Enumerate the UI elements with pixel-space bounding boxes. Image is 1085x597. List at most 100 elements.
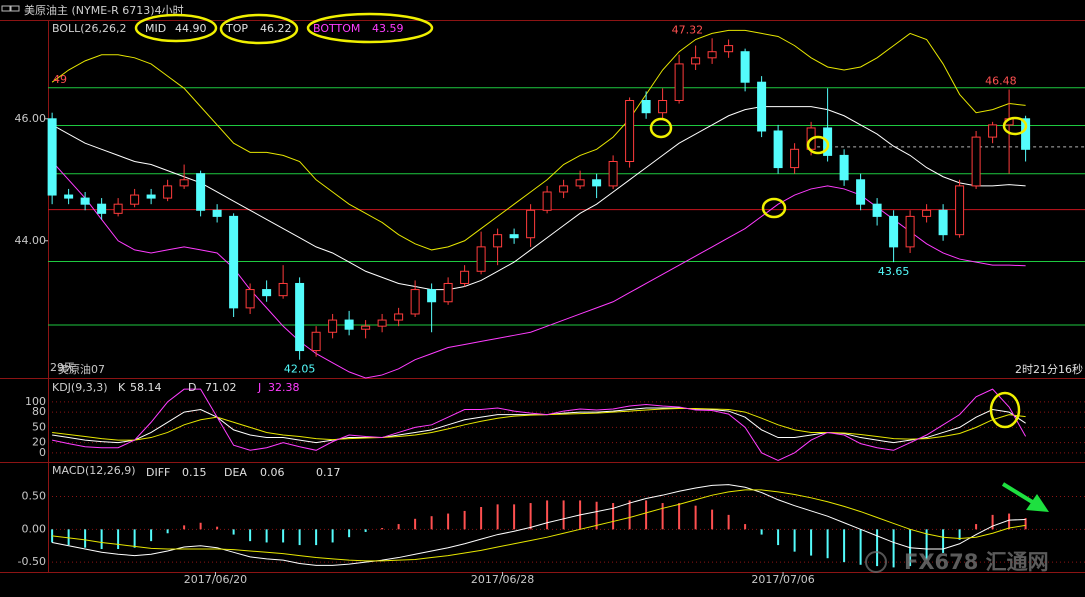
macd-bar: [414, 518, 417, 530]
candle-body: [311, 331, 321, 352]
candle-body: [410, 289, 420, 315]
macd-bar: [513, 504, 516, 530]
y-tick-label: 100: [25, 395, 46, 408]
candle-body: [212, 209, 222, 217]
macd-bar: [859, 529, 862, 565]
window-icon: [1, 5, 11, 12]
candle-body: [773, 130, 783, 169]
y-tick-label: 80: [32, 405, 46, 418]
macd-bar: [628, 500, 631, 530]
x-tick-label: 2017/06/28: [471, 573, 534, 586]
candle-body: [262, 289, 272, 297]
macd-bar: [694, 505, 697, 530]
candle-body: [163, 185, 173, 199]
macd-bar: [67, 529, 70, 546]
macd-bar: [117, 529, 120, 550]
candle-body: [526, 209, 536, 239]
candle-body: [443, 282, 453, 303]
candle-body: [509, 234, 519, 239]
macd-bar: [381, 528, 384, 530]
highlights: [134, 12, 1028, 429]
macd-bar: [760, 529, 763, 535]
candle-body: [856, 179, 866, 205]
legend-value: 0.06: [260, 466, 285, 479]
macd-bar: [249, 529, 252, 542]
macd-bar: [463, 510, 466, 530]
candle-body: [707, 51, 717, 59]
candle-body: [790, 148, 800, 169]
candle-body: [394, 313, 404, 321]
highlight-ellipse: [134, 13, 218, 43]
candle-body: [559, 185, 569, 193]
highlight-ellipse: [1002, 116, 1028, 136]
candle-body: [196, 173, 206, 211]
candle-body: [922, 209, 932, 217]
candle-body: [130, 194, 140, 205]
watermark: FX678 汇通网: [904, 550, 1049, 574]
macd-bar: [793, 529, 796, 552]
price-annotation: 42.05: [284, 363, 316, 376]
indicator-line: [52, 489, 1026, 562]
candle-body: [757, 81, 767, 132]
y-tick-label: 46.00: [15, 112, 47, 125]
macd-bar: [727, 514, 730, 530]
arrow: [1001, 482, 1049, 512]
macd-bar: [397, 524, 400, 530]
legend-value: 43.59: [372, 22, 404, 35]
macd-bar: [975, 524, 978, 530]
macd-bar: [133, 529, 136, 548]
legend-name: DIFF: [146, 466, 170, 479]
macd-bar: [216, 526, 219, 530]
candle-body: [460, 270, 470, 284]
indicator-line: [51, 29, 1026, 251]
macd-bar: [51, 529, 54, 543]
candle-body: [97, 203, 107, 214]
legend-name: K: [118, 381, 126, 394]
price-annotation: 43.65: [878, 265, 910, 278]
candle-body: [971, 136, 981, 187]
highlight-ellipse: [989, 391, 1021, 429]
highlight-ellipse: [806, 135, 830, 155]
macd-bar: [315, 529, 318, 546]
macd-bar: [298, 529, 301, 546]
legend-name: MID: [145, 22, 166, 35]
y-tick-label: 0.00: [22, 522, 47, 535]
x-tick-label: 2017/07/06: [751, 573, 814, 586]
macd-bar: [150, 529, 153, 542]
candle-body: [1021, 118, 1031, 150]
macd-bar: [430, 516, 433, 530]
macd-bar: [876, 529, 879, 567]
macd-bar: [282, 529, 285, 543]
watermark-logo: [865, 551, 887, 573]
legend-value: 44.90: [175, 22, 207, 35]
macd-bar: [843, 529, 846, 563]
panel-borders: [0, 20, 1085, 573]
macd-bar: [84, 529, 87, 548]
legend-value: 58.14: [130, 381, 162, 394]
legend-value: 71.02: [205, 381, 237, 394]
macd-bar: [348, 529, 351, 538]
arrow-head: [1026, 494, 1049, 512]
candle-body: [691, 57, 701, 65]
macd-bar: [265, 529, 268, 543]
candle-body: [625, 100, 635, 162]
macd-bar: [892, 529, 895, 568]
macd-bar: [678, 503, 681, 530]
macd-bar: [826, 529, 829, 559]
candle-body: [344, 319, 354, 330]
candle-body: [229, 215, 239, 309]
macd-bar: [331, 529, 334, 543]
macd-bar: [232, 529, 235, 535]
candle-body: [295, 282, 305, 352]
macd-bar: [645, 500, 648, 530]
legend-name: D: [188, 381, 196, 394]
y-tick-label: 44.00: [15, 234, 47, 247]
highlight-ellipse: [306, 12, 434, 44]
legend-name: J: [257, 381, 261, 394]
legend-name: DEA: [224, 466, 247, 479]
macd-bar: [991, 514, 994, 530]
highlight-ellipse: [761, 197, 787, 219]
macd-bar: [496, 504, 499, 530]
macd-bar: [744, 524, 747, 530]
